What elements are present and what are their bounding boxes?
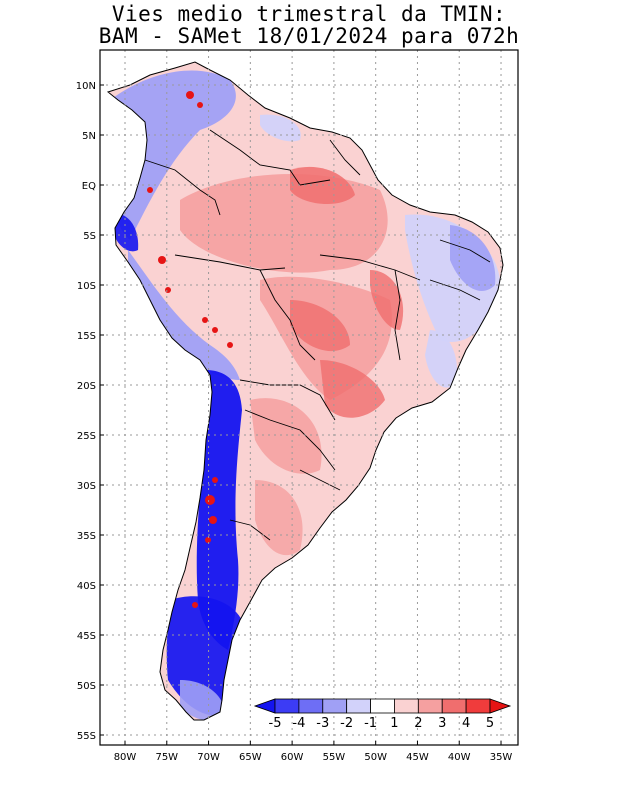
lat-lon-grid	[100, 50, 518, 745]
lon-tick-label: 45W	[406, 752, 429, 763]
colorbar-segment	[417, 698, 443, 714]
country-border	[174, 254, 286, 271]
warm-speckle	[212, 327, 218, 333]
lon-tick-label: 55W	[323, 752, 346, 763]
cold-region-tierra	[180, 680, 225, 720]
warm-speckle	[205, 537, 211, 543]
lon-tick-label: 60W	[281, 752, 304, 763]
warm-speckle	[197, 102, 203, 108]
colorbar-segment	[394, 698, 419, 714]
country-border	[439, 239, 491, 263]
lon-tick-label: 80W	[114, 752, 137, 763]
colorbar-low-arrow	[253, 698, 276, 714]
colorbar-segment	[346, 698, 371, 714]
country-border	[144, 159, 221, 216]
warm-speckle	[186, 91, 194, 99]
axis-ticks: 80W 75W 70W 65W 60W 55W 50W 45W 40W 35W 10N 5N EQ 5S 1…	[76, 81, 513, 763]
colorbar-label: 3	[438, 716, 446, 731]
warm-speckle	[212, 477, 218, 483]
cold-region-andes-north	[110, 70, 236, 241]
country-border	[329, 139, 361, 176]
warm-region-chaco	[250, 398, 322, 474]
map-title-line1: Vies medio trimestral da TMIN:	[111, 2, 507, 26]
map-content	[106, 61, 504, 721]
cold-region-ecuador	[112, 214, 139, 252]
country-border	[299, 469, 341, 491]
lat-tick-label: 35S	[77, 531, 96, 542]
warm-speckle	[147, 187, 153, 193]
lat-tick-label: 10S	[77, 281, 96, 292]
cold-region-andes-peru	[128, 250, 240, 380]
colorbar-segment	[441, 698, 467, 714]
lat-tick-label: 40S	[77, 581, 96, 592]
warm-speckle	[205, 495, 215, 505]
colorbar-segment	[274, 698, 300, 714]
lat-tick-label: 5N	[82, 131, 96, 142]
lat-tick-label: 50S	[77, 681, 96, 692]
warm-speckle	[227, 342, 233, 348]
warm-speckle	[158, 256, 166, 264]
plot-frame	[99, 49, 519, 746]
colorbar-label: -3	[316, 716, 329, 731]
warm-region-pampa	[255, 480, 303, 556]
lon-tick-label: 75W	[155, 752, 178, 763]
colorbar-label: -4	[292, 716, 305, 731]
cold-region-northeast-mid	[450, 225, 496, 291]
colorbar-label: -1	[364, 716, 377, 731]
lon-tick-label: 35W	[490, 752, 513, 763]
cold-region-chile-north	[196, 370, 242, 650]
map-frame	[99, 49, 519, 746]
lat-tick-label: 25S	[77, 431, 96, 442]
lon-tick-label: 50W	[364, 752, 387, 763]
warm-speckle	[202, 317, 208, 323]
warm-speckle	[192, 602, 198, 608]
continent-outline	[106, 61, 504, 721]
lat-tick-label: 55S	[77, 731, 96, 742]
lon-tick-label: 65W	[239, 752, 262, 763]
country-border	[209, 129, 331, 186]
lat-tick-label: 5S	[83, 231, 96, 242]
lat-tick-label: 45S	[77, 631, 96, 642]
cold-region-amapa	[260, 114, 301, 142]
country-border	[244, 409, 336, 471]
country-border	[429, 279, 481, 301]
warm-region-southeast	[320, 360, 385, 418]
cold-region-east-coast	[425, 330, 458, 388]
colorbar-label: -5	[269, 716, 282, 731]
colorbar-high-arrow	[489, 698, 512, 714]
colorbar-segment	[465, 698, 491, 714]
lat-tick-label: 10N	[76, 81, 96, 92]
colorbar-segment	[370, 698, 395, 714]
colorbar-segment	[322, 698, 348, 714]
country-border	[319, 254, 421, 281]
lat-tick-label: 30S	[77, 481, 96, 492]
colorbar-label: 5	[486, 716, 494, 731]
lon-tick-label: 70W	[197, 752, 220, 763]
colorbar: -5 -4 -3 -2 -1 1 2 3 4 5	[253, 698, 512, 731]
colorbar-label: 4	[462, 716, 470, 731]
warm-speckle	[209, 516, 217, 524]
lat-tick-label: EQ	[82, 181, 96, 192]
country-border	[394, 269, 401, 361]
warm-speckle	[165, 287, 171, 293]
country-border	[259, 269, 316, 361]
warm-region-centerwest	[290, 300, 350, 352]
lat-tick-label: 15S	[77, 331, 96, 342]
lat-tick-label: 20S	[77, 381, 96, 392]
colorbar-segment	[298, 698, 324, 714]
lon-tick-label: 40W	[448, 752, 471, 763]
colorbar-label: 2	[414, 716, 422, 731]
map-title-line2: BAM - SAMet 18/01/2024 para 072h	[98, 24, 520, 48]
colorbar-label: -2	[340, 716, 353, 731]
colorbar-label: 1	[390, 716, 398, 731]
